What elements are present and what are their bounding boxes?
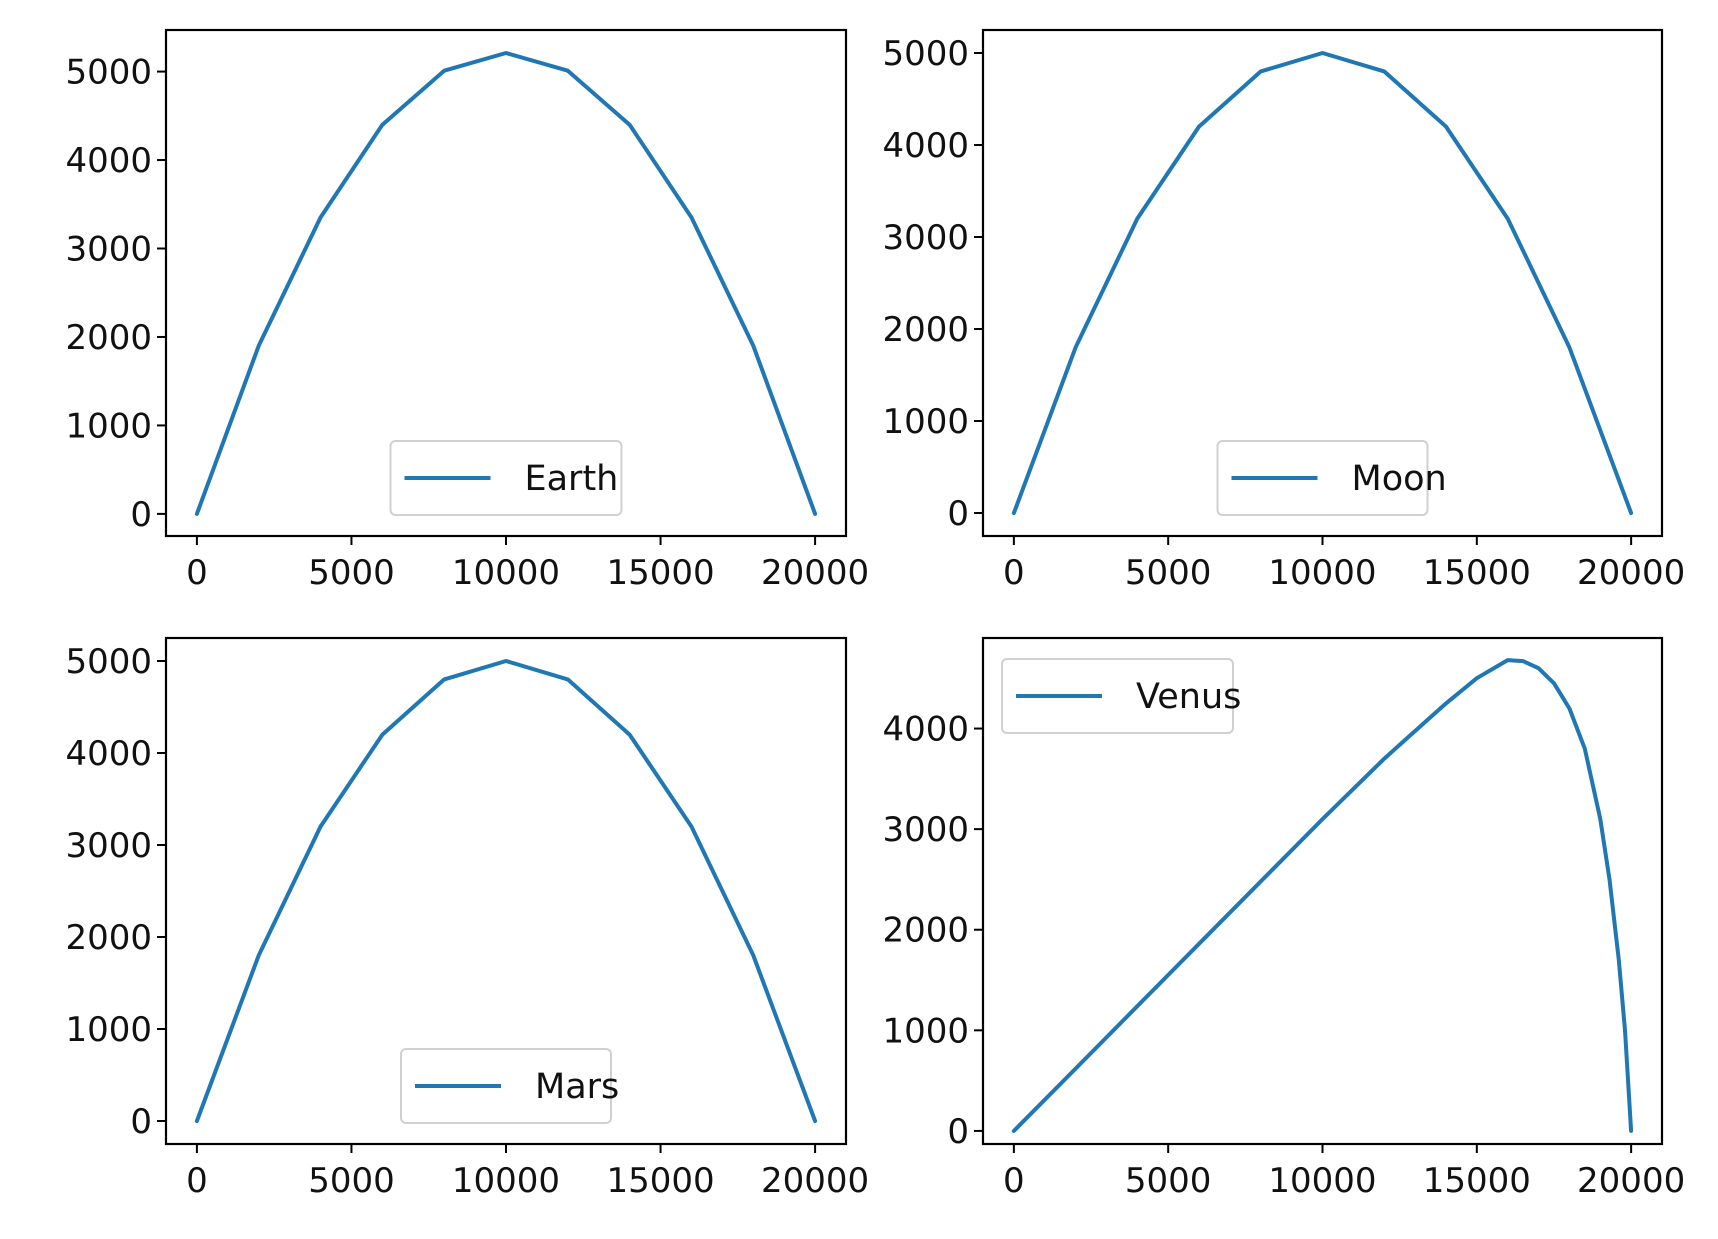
x-tick-label: 15000 [1423,553,1531,593]
y-tick-label: 1000 [882,1011,969,1051]
y-tick-label: 5000 [65,642,152,682]
x-tick-label: 20000 [1577,553,1685,593]
y-tick-label: 5000 [65,53,152,93]
legend-label: Earth [525,459,619,499]
x-tick-label: 10000 [452,553,560,593]
legend-box [1216,440,1429,516]
y-tick-label: 0 [947,494,969,534]
y-tick-label: 0 [130,1102,152,1142]
legend-box [1001,658,1234,734]
legend-box [400,1048,612,1124]
legend: Mars [400,1048,619,1124]
legend-label: Mars [535,1067,619,1107]
y-tick-label: 0 [130,495,152,535]
series-line-moon [1011,51,1634,515]
legend: Moon [1216,440,1447,516]
legend-box [389,440,623,516]
y-tick-label: 4000 [65,734,152,774]
y-tick-label: 3000 [882,218,969,258]
y-tick-label: 2000 [65,918,152,958]
x-tick-label: 5000 [308,553,395,593]
subplot-2: 0 5000 10000 15000 20000 0 1000 2000 3000 4000 500… [882,28,1685,593]
y-tick-label: 4000 [882,126,969,166]
y-tick-label: 3000 [65,230,152,270]
x-tick-label: 5000 [1125,553,1212,593]
y-tick-label: 3000 [882,810,969,850]
x-tick-label: 10000 [1268,553,1376,593]
x-tick-label: 10000 [1268,1161,1376,1201]
y-tick-label: 5000 [882,34,969,74]
subplot-4: 0 5000 10000 15000 20000 0 1000 2000 3000 4000 Ven… [882,636,1685,1201]
y-tick-label: 4000 [882,710,969,750]
y-tick-label: 2000 [65,318,152,358]
x-tick-label: 10000 [452,1161,560,1201]
x-tick-label: 0 [1003,553,1025,593]
x-tick-label: 20000 [761,1161,869,1201]
subplot-3: 0 5000 10000 15000 20000 0 1000 2000 3000 4000 500… [65,636,869,1201]
x-tick-label: 20000 [1577,1161,1685,1201]
x-tick-label: 15000 [1423,1161,1531,1201]
y-tick-label: 4000 [65,141,152,181]
legend: Earth [389,440,623,516]
y-tick-label: 1000 [65,1010,152,1050]
legend-label: Moon [1352,459,1447,499]
x-tick-label: 0 [186,1161,208,1201]
y-tick-label: 2000 [882,310,969,350]
x-tick-label: 5000 [1125,1161,1212,1201]
legend: Venus [1001,658,1241,734]
y-tick-label: 1000 [882,402,969,442]
subplot-1: 0 5000 10000 15000 20000 0 1000 2000 3000 4000 500… [65,28,869,593]
x-tick-label: 5000 [308,1161,395,1201]
series-line-mars [194,659,818,1123]
x-tick-label: 15000 [606,1161,714,1201]
series-line-earth [194,51,818,516]
series-line-venus [1011,658,1634,1133]
x-tick-label: 0 [1003,1161,1025,1201]
y-tick-label: 2000 [882,911,969,951]
x-tick-label: 20000 [761,553,869,593]
y-tick-label: 1000 [65,406,152,446]
x-tick-label: 0 [186,553,208,593]
y-tick-label: 0 [947,1112,969,1152]
legend-label: Venus [1136,677,1241,717]
y-tick-label: 3000 [65,826,152,866]
x-tick-label: 15000 [606,553,714,593]
